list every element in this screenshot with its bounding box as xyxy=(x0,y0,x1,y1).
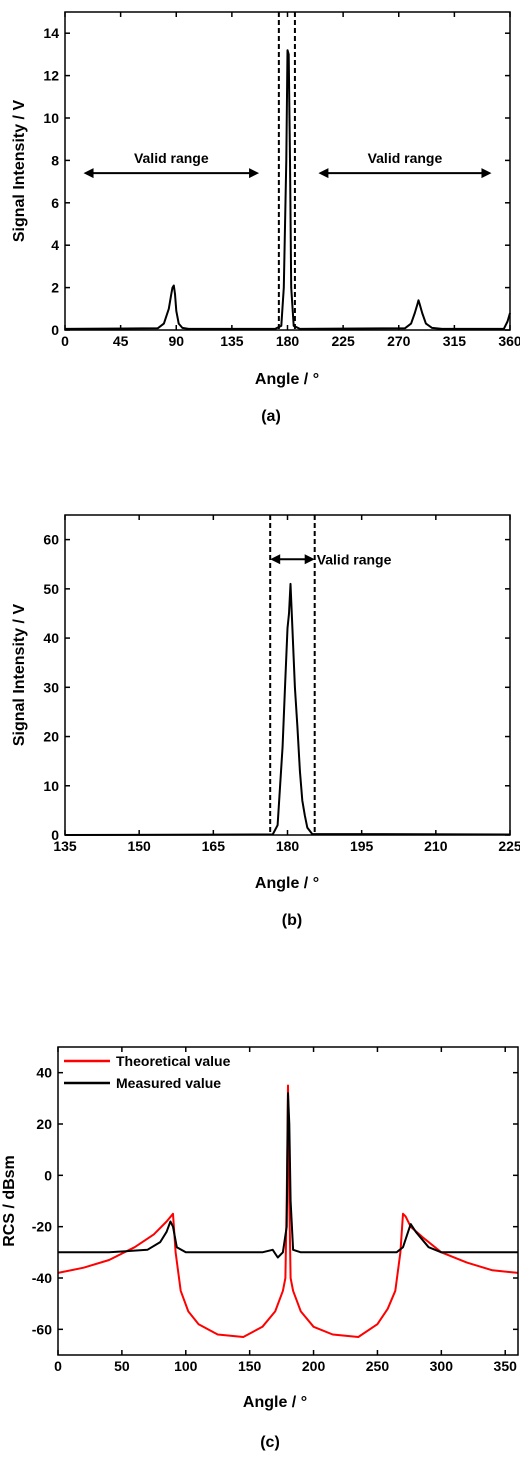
plot-frame xyxy=(57,1046,519,1356)
y-tick-label: 6 xyxy=(51,195,59,211)
y-tick-label: 8 xyxy=(51,152,59,168)
chart-panel-c: 0 50 100 150 200 250 300 350 -60 -40 -20 0 20 40 Theo… xyxy=(1,1046,519,1451)
x-tick-label: 165 xyxy=(202,838,226,854)
x-tick-label: 90 xyxy=(168,333,184,349)
y-tick-label: 0 xyxy=(44,1167,52,1183)
valid-range-label: Valid range xyxy=(134,150,209,166)
caption-a: (a) xyxy=(261,408,281,425)
x-tick-label: 270 xyxy=(387,333,411,349)
series-line-0 xyxy=(64,582,511,836)
arrow-head-right xyxy=(304,554,315,565)
y-tick-label: 12 xyxy=(43,68,59,84)
y-tick-label: 40 xyxy=(43,630,59,646)
caption-b: (b) xyxy=(282,912,302,929)
valid-range-label: Valid range xyxy=(368,150,443,166)
caption-c: (c) xyxy=(260,1434,280,1451)
x-tick-label: 225 xyxy=(498,838,520,854)
x-tick-label: 0 xyxy=(54,1358,62,1374)
series-line-measured-value xyxy=(58,1092,518,1259)
y-tick-label: 10 xyxy=(43,110,59,126)
arrow-head-right xyxy=(249,168,260,179)
x-tick-label: 150 xyxy=(238,1358,262,1374)
y-tick-label: 14 xyxy=(43,25,59,41)
y-tick-label: 60 xyxy=(43,532,59,548)
y-axis-label: Signal Intensity / V xyxy=(11,604,28,747)
y-tick-label: 0 xyxy=(51,827,59,843)
x-axis-label: Angle / ° xyxy=(255,371,319,388)
x-tick-label: 180 xyxy=(276,838,300,854)
x-tick-label: 50 xyxy=(114,1358,130,1374)
x-tick-label: 250 xyxy=(366,1358,390,1374)
x-tick-label: 0 xyxy=(61,333,69,349)
y-tick-label: -60 xyxy=(32,1321,52,1337)
y-tick-label: 2 xyxy=(51,280,59,296)
x-axis-label: Angle / ° xyxy=(255,875,319,892)
chart-panel-b: 135 150 165 180 195 210 225 0 10 20 30 40 50 60 Valid… xyxy=(11,514,520,929)
plot-frame xyxy=(64,514,511,836)
y-tick-label: 0 xyxy=(51,322,59,338)
y-tick-label: 20 xyxy=(43,729,59,745)
x-tick-label: 45 xyxy=(113,333,129,349)
x-tick-label: 360 xyxy=(498,333,520,349)
x-tick-label: 225 xyxy=(331,333,355,349)
arrow-head-left xyxy=(270,554,281,565)
x-tick-label: 150 xyxy=(127,838,151,854)
x-tick-label: 315 xyxy=(443,333,467,349)
series-line-0 xyxy=(64,49,511,330)
y-tick-label: -20 xyxy=(32,1219,52,1235)
valid-range-label: Valid range xyxy=(317,551,392,567)
y-tick-label: 4 xyxy=(51,237,59,253)
x-axis-label: Angle / ° xyxy=(243,1394,307,1411)
y-axis-label: Signal Intensity / V xyxy=(11,100,28,243)
y-tick-label: -40 xyxy=(32,1270,52,1286)
arrow-head-left xyxy=(83,168,94,179)
x-tick-label: 100 xyxy=(174,1358,198,1374)
x-tick-label: 180 xyxy=(276,333,300,349)
legend-entry: Theoretical value xyxy=(116,1053,231,1069)
y-tick-label: 10 xyxy=(43,778,59,794)
y-tick-label: 30 xyxy=(43,679,59,695)
x-tick-label: 210 xyxy=(424,838,448,854)
x-tick-label: 135 xyxy=(53,838,77,854)
y-tick-label: 50 xyxy=(43,581,59,597)
legend-entry: Measured value xyxy=(116,1075,221,1091)
x-tick-label: 300 xyxy=(430,1358,454,1374)
x-tick-label: 200 xyxy=(302,1358,326,1374)
y-axis-label: RCS / dBsm xyxy=(1,1155,18,1247)
x-tick-label: 350 xyxy=(494,1358,518,1374)
y-tick-label: 20 xyxy=(36,1116,52,1132)
arrow-head-right xyxy=(481,168,492,179)
y-tick-label: 40 xyxy=(36,1065,52,1081)
x-tick-label: 135 xyxy=(220,333,244,349)
arrow-head-left xyxy=(318,168,329,179)
x-tick-label: 195 xyxy=(350,838,374,854)
chart-panel-a: 0 45 90 135 180 225 270 315 360 0 2 4 6 8 10 12 14 Valid… xyxy=(11,11,520,425)
